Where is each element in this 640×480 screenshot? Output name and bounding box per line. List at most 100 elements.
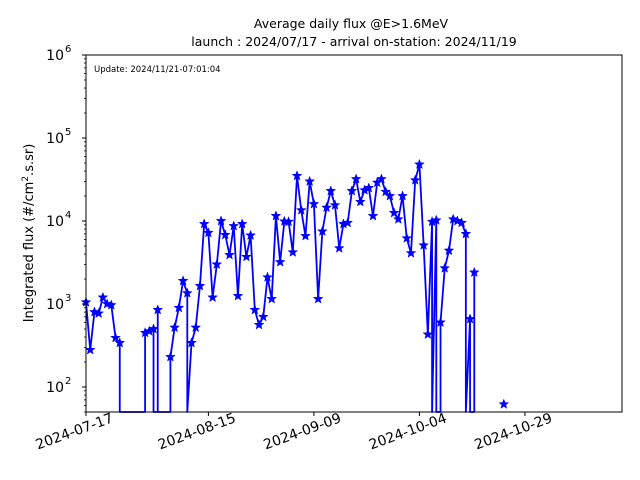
x-tick-label: 2024-07-17 [34,410,116,453]
y-tick-exponent: 6 [65,44,71,55]
series-line [85,163,476,413]
data-point [202,227,214,238]
data-point [346,185,358,196]
data-point [409,174,421,185]
x-tick-label: 2024-10-04 [367,410,449,453]
data-point [376,173,387,184]
y-tick-exponent: 5 [65,127,71,138]
data-point [114,337,126,348]
data-point [215,215,227,226]
y-tick-label: 10 [46,380,64,396]
data-point [186,337,197,348]
data-point [363,182,375,193]
data-point [177,275,189,286]
data-point [240,251,252,262]
data-point [207,291,219,303]
data-point [329,199,341,210]
data-point [405,247,417,258]
data-point [228,220,240,231]
data-point [354,196,366,207]
data-point [266,293,278,304]
data-point [464,313,476,324]
data-point [342,217,354,228]
data-point [435,316,446,328]
y-axis-label: Integrated flux (#/cm2.s.sr) [21,144,37,323]
data-point [367,210,379,221]
data-point [148,323,159,334]
data-point [460,228,472,239]
x-tick-label: 2024-08-15 [156,410,238,453]
data-point [413,158,425,170]
data-point [274,256,286,267]
data-point [291,170,303,181]
data-point [236,218,248,229]
data-point [287,246,299,257]
data-point [401,232,413,243]
data-point [388,207,400,218]
data-point [249,304,261,315]
data-point [219,229,231,240]
data-point [333,242,345,253]
data-point [439,262,451,273]
data-point [295,204,307,215]
data-point [397,190,408,201]
data-point [456,217,468,228]
y-tick-label: 10 [46,214,64,230]
data-point [211,258,223,270]
data-point [283,216,295,227]
data-point [224,249,235,260]
data-point [384,190,396,201]
data-point [350,173,362,184]
y-tick-label: 10 [46,297,64,313]
chart-title: Average daily flux @E>1.6MeV [254,16,449,31]
data-point [152,304,164,315]
data-point [422,328,434,340]
data-point [262,271,273,282]
data-point [169,321,181,333]
data-point [380,186,392,197]
data-point [321,201,332,213]
update-annotation: Update: 2024/11/21-07:01:04 [94,65,221,75]
data-point [173,302,185,313]
data-point [164,351,176,362]
data-point [181,287,193,298]
data-point [308,198,320,209]
y-tick-label: 10 [46,48,64,64]
data-point [93,307,105,319]
data-point [325,185,337,196]
data-point [245,229,257,241]
y-tick-exponent: 4 [65,210,71,221]
x-tick-label: 2024-09-09 [262,410,344,453]
data-point [430,214,442,225]
data-point [84,344,96,355]
data-point [257,311,269,322]
data-point [110,332,121,343]
data-point [253,319,265,330]
data-point [270,210,282,221]
data-point [194,280,206,291]
chart-subtitle: launch : 2024/07/17 - arrival on-station… [191,34,517,49]
data-point [304,175,316,187]
data-point [443,244,455,256]
x-axis: 2024-07-17 2024-08-15 2024-09-09 2024-10-04… [34,410,555,453]
data-point [97,291,109,303]
data-point [392,213,404,224]
y-tick-label: 10 [46,131,64,147]
data-point [498,398,510,409]
data-point [232,290,244,301]
data-point [300,230,311,241]
plot-frame [85,54,623,413]
data-point [105,299,117,310]
y-tick-exponent: 3 [65,293,71,304]
data-point [316,225,328,236]
y-tick-exponent: 2 [65,376,71,387]
data-point [198,218,210,229]
plot-area [80,158,510,413]
data-point [190,321,202,333]
data-point [312,293,324,304]
x-tick-label: 2024-10-29 [473,410,555,453]
data-point [418,239,430,250]
data-point [468,266,480,278]
